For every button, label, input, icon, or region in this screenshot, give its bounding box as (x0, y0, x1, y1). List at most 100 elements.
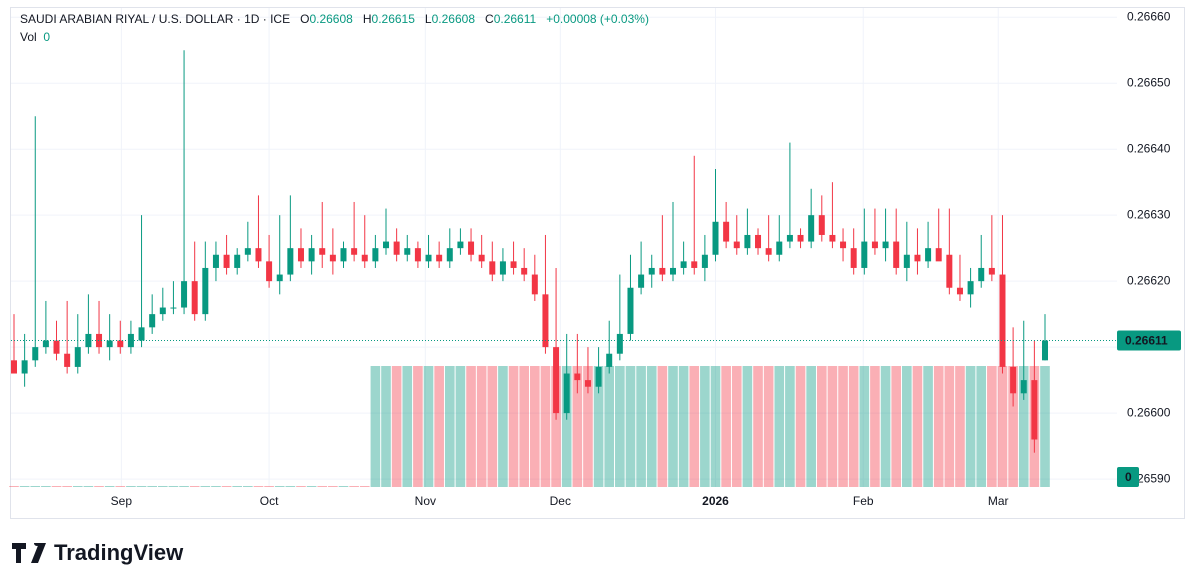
candle-body (999, 274, 1006, 367)
candle-body (499, 261, 506, 275)
candle-body (680, 261, 687, 268)
candle-body (584, 380, 591, 387)
candle-body (882, 241, 889, 249)
brand: TradingView (12, 540, 183, 566)
volume-bar (668, 366, 678, 487)
candle-body (181, 281, 188, 308)
volume-bar (157, 486, 168, 487)
candle-body (329, 254, 336, 262)
volume-bar (795, 366, 806, 487)
h-label: H (362, 12, 372, 26)
price-box (1117, 330, 1181, 351)
volume-bar (816, 366, 827, 487)
candle-body (127, 333, 134, 348)
candle-body (361, 254, 368, 262)
volume-bar (370, 366, 381, 487)
volume-bar (944, 366, 955, 487)
x-tick-label: Dec (550, 494, 571, 508)
l-label: L (424, 12, 432, 26)
candle-body (138, 327, 145, 341)
volume-bar (51, 486, 62, 487)
candle-body (755, 234, 762, 249)
y-tick-label: 0.26640 (1127, 141, 1171, 155)
candle-body (903, 254, 910, 268)
legend-row: SAUDI ARABIAN RIYAL / U.S. DOLLAR · 1D ·… (20, 10, 649, 28)
high: 0.26615 (371, 12, 415, 26)
volume-bar (615, 366, 625, 487)
volume-bar (200, 486, 211, 487)
candle-body (32, 347, 39, 361)
volume-bar (41, 486, 51, 487)
candle-body (850, 248, 857, 268)
volume-bar (636, 366, 646, 487)
candle-body (468, 241, 475, 255)
volume-bar (923, 366, 933, 487)
volume-bar (976, 366, 987, 487)
volume-bar (19, 486, 30, 487)
candle-body (606, 353, 613, 367)
volume-bar (593, 366, 604, 487)
candle-body (53, 340, 60, 354)
o-label: O (300, 12, 310, 26)
x-tick-label: Sep (111, 494, 133, 508)
candle-body (616, 333, 623, 354)
candle-body (1031, 380, 1038, 440)
candle-body (478, 254, 485, 262)
volume-bar (774, 366, 785, 487)
candle-body (393, 241, 400, 255)
volume-bar (731, 366, 742, 487)
candle-body (733, 241, 740, 249)
price-label: 0.26611 (1125, 334, 1168, 348)
candle-body (701, 254, 708, 268)
y-tick-label: 0.26600 (1127, 405, 1171, 419)
candle-body (202, 267, 209, 315)
volume-bar (243, 486, 253, 487)
candle-body (446, 248, 453, 262)
volume-bar (806, 366, 816, 487)
volume-bar (1008, 366, 1018, 487)
candle-body (808, 215, 815, 242)
volume-bar (625, 366, 636, 487)
open: 0.26608 (309, 12, 353, 26)
candle-body (712, 221, 719, 255)
c-label: C (485, 12, 494, 26)
candle-body (42, 340, 49, 348)
volume-bar (519, 366, 529, 487)
volume-bar (785, 366, 795, 487)
volume-bar (232, 486, 243, 487)
candle-body (988, 267, 995, 275)
candle-body (159, 307, 166, 315)
x-tick-label: Feb (853, 494, 874, 508)
volume-bar (742, 366, 753, 487)
vol-value: 0 (43, 30, 51, 44)
volume-bar (285, 486, 296, 487)
brand-name: TradingView (54, 540, 184, 565)
candle-body (383, 241, 390, 249)
volume-bar (827, 366, 838, 487)
candle-body (818, 215, 825, 235)
volume-bar (221, 486, 232, 487)
candle-body (21, 360, 28, 374)
volume-bar (444, 366, 455, 487)
candle-body (935, 248, 942, 262)
candle-body (1010, 366, 1017, 394)
y-tick-label: 0.26650 (1127, 75, 1171, 89)
volume-bar (530, 366, 540, 487)
volume-bar (328, 486, 338, 487)
candle-body (255, 248, 262, 262)
candle-body (11, 360, 17, 374)
candle-body (669, 267, 676, 275)
candle-body (425, 254, 432, 262)
change: +0.00008 (+0.03%) (546, 12, 649, 26)
candle-body (351, 248, 358, 255)
volume-bar (30, 486, 41, 487)
volume-bar (848, 366, 859, 487)
volume-bar (508, 366, 519, 487)
candle-body (553, 347, 560, 414)
volume-bar (349, 486, 359, 487)
legend: SAUDI ARABIAN RIYAL / U.S. DOLLAR · 1D ·… (20, 10, 649, 46)
volume-bar (115, 486, 126, 487)
candle-body (871, 241, 878, 249)
volume-bar (179, 486, 189, 487)
candle-body (691, 261, 698, 268)
